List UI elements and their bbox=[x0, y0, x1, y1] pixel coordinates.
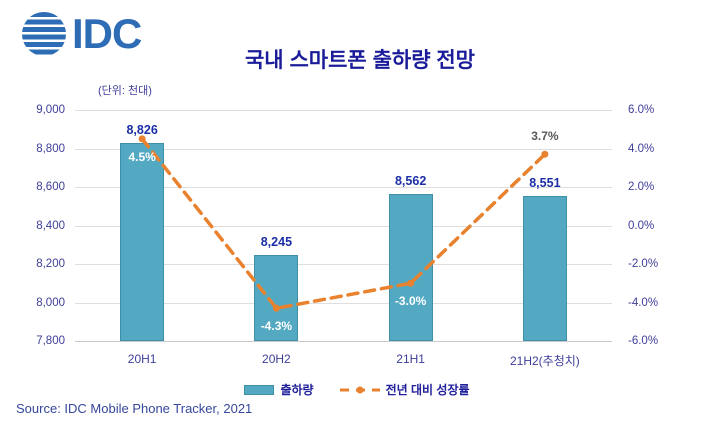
right-axis-tick: 0.0% bbox=[628, 219, 655, 232]
left-axis-tick: 8,400 bbox=[36, 219, 65, 232]
bar-value-label: 8,245 bbox=[260, 235, 293, 250]
growth-point-label: -3.0% bbox=[394, 294, 427, 309]
growth-line-path bbox=[140, 137, 547, 311]
bar-21H1 bbox=[388, 194, 433, 341]
x-axis-label: 21H2(추청치) bbox=[509, 354, 580, 368]
globe-icon bbox=[22, 12, 66, 55]
unit-label: (단위: 천대) bbox=[98, 85, 152, 97]
growth-point-label: 3.7% bbox=[531, 129, 559, 144]
left-axis-tick: 8,000 bbox=[36, 296, 65, 309]
bar-value-label: 8,562 bbox=[394, 174, 427, 189]
right-axis-tick: 6.0% bbox=[628, 104, 655, 116]
x-axis-label: 20H2 bbox=[262, 352, 291, 366]
legend-item-shipments: 출하량 bbox=[244, 381, 314, 398]
idc-logo: IDC bbox=[20, 10, 142, 58]
right-axis-tick: 2.0% bbox=[628, 181, 655, 193]
left-axis-tick: 7,800 bbox=[36, 335, 65, 347]
chart-title: 국내 스마트폰 출하량 전망 bbox=[244, 49, 476, 72]
growth-point-label: -4.3% bbox=[260, 319, 293, 334]
bar-20H1 bbox=[120, 143, 165, 341]
legend-line-sample bbox=[339, 386, 380, 393]
logo-text: IDC bbox=[72, 10, 142, 57]
source-note: Source: IDC Mobile Phone Tracker, 2021 bbox=[16, 401, 253, 416]
bar-21H2(추청치) bbox=[522, 196, 567, 341]
left-axis-tick: 8,600 bbox=[36, 181, 65, 193]
left-axis-tick: 8,200 bbox=[36, 258, 65, 270]
right-axis-tick: -4.0% bbox=[628, 296, 659, 309]
right-axis-tick: -2.0% bbox=[628, 258, 659, 270]
bar-value-label: 8,551 bbox=[529, 176, 561, 191]
growth-point-label: 4.5% bbox=[128, 149, 156, 164]
legend-label-shipments: 출하량 bbox=[280, 383, 314, 397]
right-axis-tick: -6.0% bbox=[628, 335, 659, 347]
x-axis-label: 20H1 bbox=[127, 352, 157, 366]
legend-item-growth: 전년 대비 성장률 bbox=[339, 381, 470, 398]
legend: 출하량 전년 대비 성장률 bbox=[0, 381, 714, 398]
growth-point-marker bbox=[541, 150, 549, 158]
gridline bbox=[75, 341, 612, 342]
x-axis-label: 21H1 bbox=[396, 352, 425, 366]
bar-value-label: 8,826 bbox=[126, 123, 158, 138]
left-axis-tick: 8,800 bbox=[36, 142, 65, 155]
legend-label-growth: 전년 대비 성장률 bbox=[385, 383, 470, 397]
legend-bar-swatch bbox=[244, 384, 275, 395]
gridline bbox=[75, 110, 612, 111]
left-axis-tick: 9,000 bbox=[36, 104, 65, 116]
right-axis-tick: 4.0% bbox=[628, 142, 655, 155]
